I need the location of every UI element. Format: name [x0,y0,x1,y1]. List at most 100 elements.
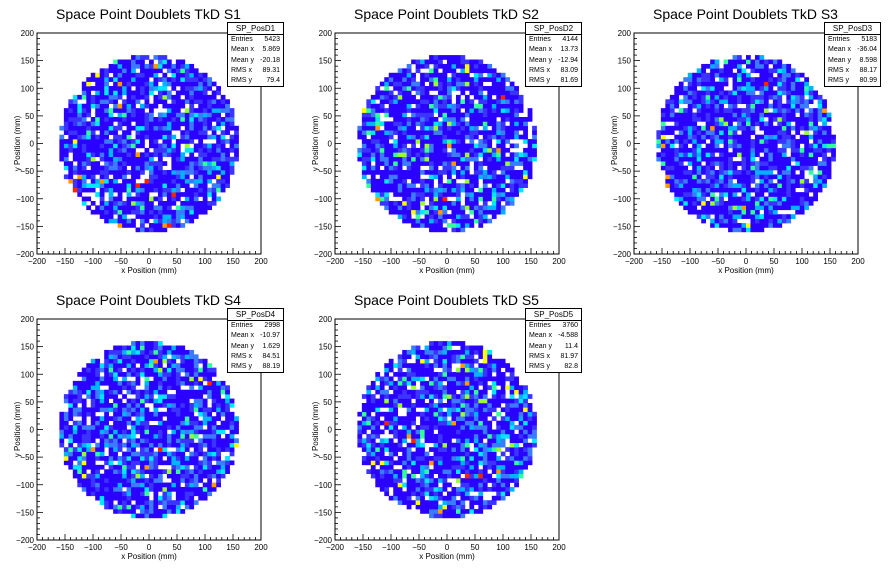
heatmap-cell [469,188,474,193]
heatmap-cell [77,188,82,193]
heatmap-cell [483,135,488,140]
heatmap-cell [167,421,172,426]
heatmap-cell [198,90,203,95]
heatmap-cell [683,188,688,193]
heatmap-cell [742,192,747,197]
heatmap-cell [122,104,127,109]
heatmap-cell [212,197,217,202]
heatmap-cell [180,346,185,351]
heatmap-cell [777,179,782,184]
heatmap-cell [176,77,181,82]
heatmap-cell [420,126,425,131]
heatmap-cell [478,82,483,87]
heatmap-cell [127,104,132,109]
heatmap-cell [389,95,394,100]
heatmap-cell [185,443,190,448]
heatmap-cell [118,465,123,470]
heatmap-cell [514,130,519,135]
heatmap-cell [362,148,367,153]
heatmap-cell [194,363,199,368]
heatmap-cell [176,496,181,501]
heatmap-cell [194,376,199,381]
heatmap-cell [469,201,474,206]
heatmap-cell [764,157,769,162]
heatmap-cell [122,394,127,399]
heatmap-cell [782,73,787,78]
heatmap-cell [127,438,132,443]
heatmap-cell [140,363,145,368]
heatmap-cell [198,139,203,144]
heatmap-cell [393,126,398,131]
heatmap-cell [158,64,163,69]
heatmap-cell [109,350,114,355]
heatmap-cell [791,126,796,131]
heatmap-cell [737,139,742,144]
heatmap-cell [425,157,430,162]
heatmap-cell [162,443,167,448]
heatmap-cell [77,152,82,157]
heatmap-cell [487,188,492,193]
heatmap-cell [64,161,69,166]
heatmap-cell [701,188,706,193]
heatmap-cell [225,161,230,166]
heatmap-cell [411,205,416,210]
heatmap-cell [104,210,109,215]
heatmap-cell [777,205,782,210]
heatmap-cell [225,130,230,135]
heatmap-cell [434,197,439,202]
heatmap-cell [782,68,787,73]
heatmap-cell [523,148,528,153]
heatmap-cell [122,434,127,439]
heatmap-cell [194,430,199,435]
heatmap-cell [737,227,742,232]
heatmap-cell [212,403,217,408]
heatmap-cell [100,157,105,162]
heatmap-cell [443,135,448,140]
heatmap-cell [167,460,172,465]
heatmap-cell [198,452,203,457]
heatmap-cell [189,170,194,175]
heatmap-cell [742,148,747,153]
heatmap-cell [764,174,769,179]
heatmap-cell [230,399,235,404]
heatmap-cell [122,86,127,91]
heatmap-cell [813,108,818,113]
heatmap-cell [764,152,769,157]
heatmap-cell [153,376,158,381]
heatmap-cell [73,144,78,149]
heatmap-cell [514,117,519,122]
heatmap-cell [416,117,421,122]
heatmap-cell [109,500,114,505]
heatmap-cell [189,197,194,202]
heatmap-cell [171,346,176,351]
heatmap-cell [795,179,800,184]
heatmap-cell [438,121,443,126]
heatmap-cell [234,157,239,162]
heatmap-cell [145,469,150,474]
heatmap-cell [176,487,181,492]
heatmap-cell [701,148,706,153]
heatmap-cell [402,113,407,118]
heatmap-cell [162,381,167,386]
heatmap-cell [91,139,96,144]
heatmap-cell [447,223,452,228]
heatmap-cell [447,117,452,122]
heatmap-cell [149,460,154,465]
heatmap-cell [194,447,199,452]
heatmap-cell [68,407,73,412]
heatmap-cell [198,210,203,215]
heatmap-cell [149,390,154,395]
heatmap-cell [176,491,181,496]
heatmap-cell [73,108,78,113]
heatmap-cell [759,188,764,193]
heatmap-cell [158,416,163,421]
heatmap-cell [131,505,136,510]
heatmap-cell [523,157,528,162]
heatmap-cell [198,403,203,408]
heatmap-cell [402,201,407,206]
heatmap-cell [460,82,465,87]
heatmap-cell [145,399,150,404]
heatmap-cell [189,456,194,461]
heatmap-cell [389,104,394,109]
heatmap-cell [380,197,385,202]
